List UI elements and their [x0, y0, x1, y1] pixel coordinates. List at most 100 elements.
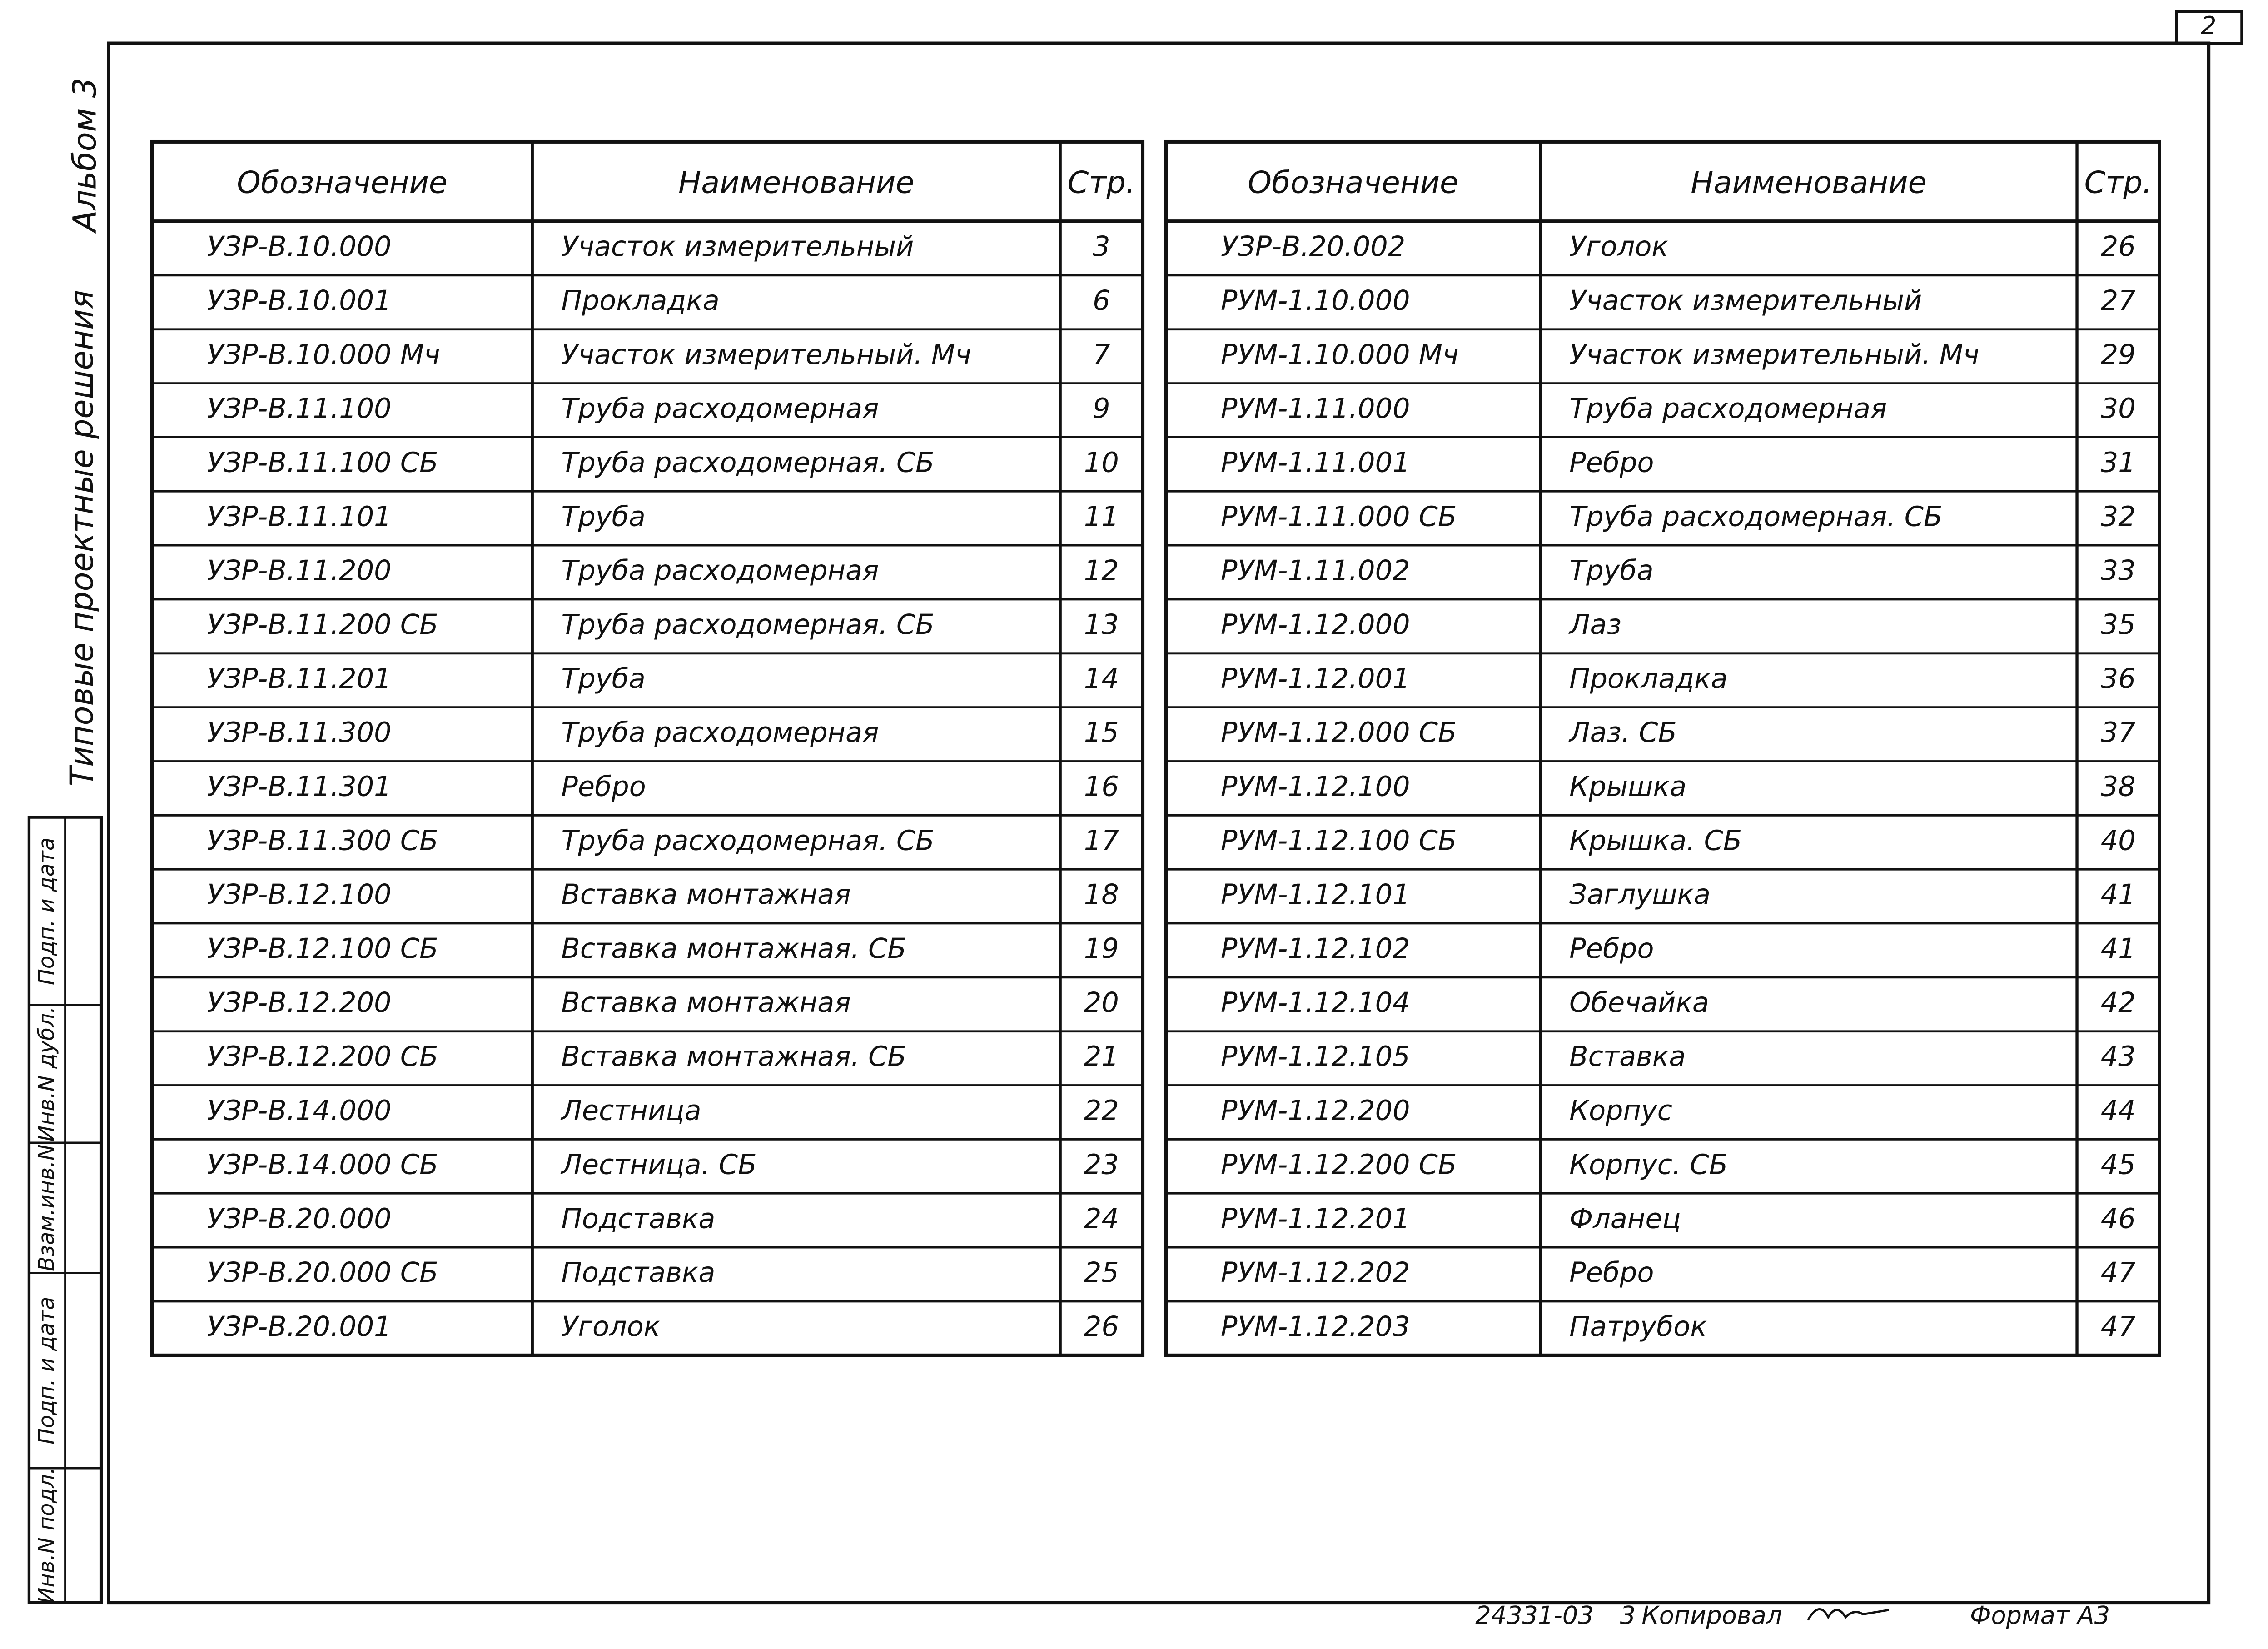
page-ref: 22: [1084, 1095, 1119, 1127]
footer-code: 24331-03: [1475, 1601, 1594, 1630]
item-name: Труба расходомерная: [561, 717, 879, 749]
page-ref: 7: [1093, 339, 1110, 371]
designation: УЗР-В.10.000 Мч: [207, 339, 440, 371]
item-name: Обечайка: [1569, 987, 1709, 1019]
column-header: Стр.: [2084, 164, 2152, 200]
item-name: Вставка: [1569, 1041, 1686, 1073]
designation: УЗР-В.11.301: [207, 771, 391, 803]
designation: УЗР-В.14.000: [207, 1095, 391, 1127]
item-name: Подставка: [561, 1203, 715, 1235]
designation: РУМ-1.12.000 СБ: [1221, 717, 1457, 749]
designation: РУМ-1.12.100: [1221, 771, 1410, 803]
stamp: Подп. и дата Инв.N дубл.Взам.инв.N Подп. и…: [29, 837, 102, 1604]
designation: РУМ-1.10.000 Мч: [1221, 339, 1459, 371]
designation: УЗР-В.20.000: [207, 1203, 391, 1235]
page-ref: 13: [1084, 609, 1119, 641]
column-header: Наименование: [1691, 164, 1926, 200]
designation: УЗР-В.11.200 СБ: [207, 609, 438, 641]
designation: УЗР-В.10.001: [207, 285, 391, 317]
page-ref: 27: [2101, 285, 2136, 317]
item-name: Вставка монтажная: [561, 987, 850, 1019]
designation: УЗР-В.11.100: [207, 393, 391, 425]
page-ref: 47: [2101, 1311, 2136, 1343]
page-ref: 24: [1084, 1203, 1119, 1235]
item-name: Труба: [561, 501, 645, 533]
designation: РУМ-1.12.101: [1221, 879, 1410, 911]
item-name: Труба расходомерная: [1569, 393, 1887, 425]
item-name: Ребро: [561, 771, 646, 803]
page-ref: 9: [1093, 393, 1110, 425]
page-ref: 35: [2101, 609, 2136, 641]
item-name: Лестница: [560, 1095, 701, 1127]
page-ref: 41: [2101, 933, 2136, 965]
page-ref: 14: [1084, 663, 1119, 695]
designation: УЗР-В.11.200: [207, 555, 391, 587]
item-name: Прокладка: [1569, 663, 1727, 695]
page-ref: 16: [1084, 771, 1119, 803]
item-name: Корпус: [1569, 1095, 1672, 1127]
designation: РУМ-1.12.203: [1221, 1311, 1410, 1343]
stamp-label: Инв.N дубл.: [34, 1006, 59, 1142]
item-name: Фланец: [1569, 1203, 1681, 1235]
page-ref: 32: [2101, 501, 2136, 533]
footer-sheet: 3: [1620, 1601, 1636, 1630]
column-header: Наименование: [678, 164, 914, 200]
item-name: Корпус. СБ: [1569, 1149, 1728, 1181]
designation: РУМ-1.11.002: [1221, 555, 1410, 587]
page-ref: 40: [2101, 825, 2136, 857]
page-ref: 47: [2101, 1257, 2136, 1289]
item-name: Труба расходомерная: [561, 393, 879, 425]
designation: РУМ-1.11.001: [1221, 447, 1410, 478]
page-ref: 10: [1084, 447, 1119, 478]
item-name: Подставка: [561, 1257, 715, 1289]
item-name: Ребро: [1569, 1257, 1654, 1289]
designation: УЗР-В.10.000: [207, 231, 391, 263]
item-name: Вставка монтажная. СБ: [561, 1041, 906, 1073]
page-number-box: [2175, 10, 2243, 45]
designation: УЗР-В.14.000 СБ: [207, 1149, 438, 1181]
page-ref: 46: [2101, 1203, 2136, 1235]
designation: УЗР-В.11.300: [207, 717, 391, 749]
page-ref: 12: [1084, 555, 1119, 587]
designation: УЗР-В.12.200 СБ: [207, 1041, 438, 1073]
page-ref: 11: [1084, 501, 1119, 533]
item-name: Участок измерительный: [1569, 285, 1922, 317]
table-border: [150, 139, 1145, 1357]
page-ref: 21: [1084, 1041, 1119, 1073]
page-ref: 29: [2101, 339, 2136, 371]
designation: УЗР-В.12.200: [207, 987, 391, 1019]
item-name: Труба расходомерная. СБ: [561, 447, 934, 478]
page-ref: 38: [2101, 771, 2136, 803]
item-name: Труба расходомерная. СБ: [561, 609, 934, 641]
page-ref: 37: [2101, 717, 2136, 749]
item-name: Ребро: [1569, 933, 1654, 965]
item-name: Патрубок: [1569, 1311, 1707, 1343]
page-ref: 30: [2101, 393, 2136, 425]
designation: РУМ-1.12.001: [1221, 663, 1410, 695]
column-header: Обозначение: [237, 164, 448, 200]
designation: УЗР-В.11.100 СБ: [207, 447, 438, 478]
tables: Обозначение Наименование Стр. УЗР-В.10.000 У…: [150, 139, 2161, 1357]
designation: РУМ-1.12.100 СБ: [1221, 825, 1457, 857]
page-ref: 6: [1093, 285, 1110, 317]
item-name: Труба расходомерная. СБ: [1569, 501, 1942, 533]
page-ref: 45: [2101, 1149, 2136, 1181]
column-header: Обозначение: [1248, 164, 1458, 200]
designation: РУМ-1.12.102: [1221, 933, 1410, 965]
item-name: Труба: [1569, 555, 1653, 587]
designation: УЗР-В.11.300 СБ: [207, 825, 438, 857]
item-name: Лаз: [1568, 609, 1621, 641]
page-ref: 36: [2101, 663, 2136, 695]
designation: РУМ-1.12.200: [1221, 1095, 1410, 1127]
frame: [107, 41, 2211, 1605]
page-ref: 33: [2101, 555, 2136, 587]
page-ref: 25: [1084, 1257, 1119, 1289]
stamp-label: Инв.N подл.: [34, 1467, 59, 1604]
item-name: Прокладка: [561, 285, 719, 317]
designation: УЗР-В.12.100: [207, 879, 391, 911]
stamp-label: Подп. и дата: [34, 837, 59, 985]
designation: УЗР-В.11.201: [207, 663, 391, 695]
item-name: Заглушка: [1569, 879, 1711, 911]
page-ref: 26: [2101, 231, 2136, 263]
